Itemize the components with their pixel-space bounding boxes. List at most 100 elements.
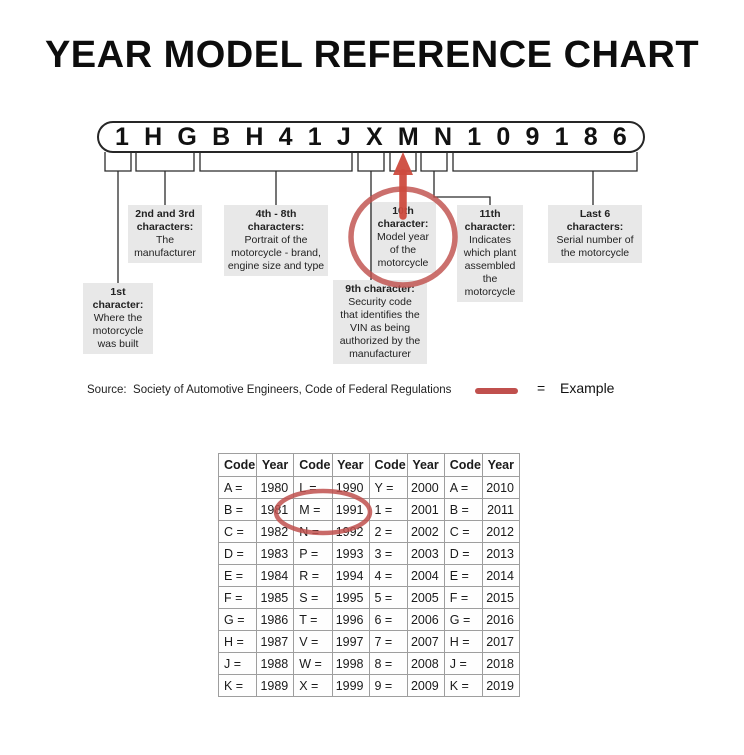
- vin-character: 6: [612, 122, 627, 151]
- callout-10th-character: 10th character: Model year of the motorc…: [370, 202, 436, 273]
- column-header: Year: [256, 453, 295, 477]
- year-cell: 1986: [256, 608, 295, 631]
- table-row: B = 1981 M = 1991 1 = 2001 B = 2011: [217, 498, 520, 521]
- vin-character: N: [433, 122, 453, 151]
- vin-character: H: [144, 122, 163, 151]
- example-legend-line: [475, 388, 518, 394]
- year-cell: 2007: [406, 630, 445, 653]
- year-table-body: A = 1980 L = 1990 Y = 2000 A = 2010 B = 1981 M = 19…: [217, 476, 520, 697]
- column-header: Code: [293, 453, 333, 477]
- callout-last-6-characters: Last 6 characters: Serial number of the …: [548, 205, 642, 263]
- year-cell: 2015: [482, 586, 520, 609]
- code-cell: X =: [293, 674, 333, 697]
- code-cell: S =: [293, 586, 333, 609]
- year-cell: 2009: [406, 674, 445, 697]
- code-cell: N =: [293, 520, 333, 543]
- code-cell: G =: [217, 608, 258, 631]
- callout-1st-character: 1st character: Where the motorcycle was …: [83, 283, 153, 354]
- vin-character: 1: [307, 122, 322, 151]
- code-cell: M =: [293, 498, 333, 521]
- callout-heading: 10th character:: [377, 205, 429, 230]
- code-cell: Y =: [368, 476, 408, 499]
- column-header: Code: [217, 453, 258, 477]
- year-table-header-row: Code Year Code Year Code Year Code Year: [217, 453, 520, 477]
- code-cell: K =: [443, 674, 484, 697]
- vin-character: 9: [525, 122, 540, 151]
- year-cell: 1983: [256, 542, 295, 565]
- year-cell: 1985: [256, 586, 295, 609]
- callout-2nd-3rd-characters: 2nd and 3rd characters: The manufacturer: [128, 205, 202, 263]
- year-cell: 2017: [482, 630, 520, 653]
- year-cell: 1987: [256, 630, 295, 653]
- code-cell: 3 =: [368, 542, 408, 565]
- example-legend-equals: =: [537, 380, 546, 396]
- callout-body: Security code that identifies the VIN as…: [339, 296, 421, 360]
- column-header: Year: [482, 453, 520, 477]
- code-cell: J =: [217, 652, 258, 675]
- vin-character: 4: [278, 122, 293, 151]
- callout-heading: 11th character:: [464, 208, 516, 233]
- callout-heading: 9th character:: [345, 283, 415, 295]
- year-cell: 1984: [256, 564, 295, 587]
- column-header: Year: [331, 453, 370, 477]
- year-cell: 2005: [406, 586, 445, 609]
- year-cell: 1994: [331, 564, 370, 587]
- code-cell: 9 =: [368, 674, 408, 697]
- code-cell: D =: [443, 542, 484, 565]
- year-cell: 1982: [256, 520, 295, 543]
- example-arrow-head: [393, 152, 413, 175]
- code-cell: 2 =: [368, 520, 408, 543]
- source-caption: Source: Society of Automotive Engineers,…: [87, 384, 452, 396]
- code-cell: 6 =: [368, 608, 408, 631]
- table-row: D = 1983 P = 1993 3 = 2003 D = 2013: [217, 542, 520, 565]
- column-header: Year: [406, 453, 445, 477]
- year-cell: 2008: [406, 652, 445, 675]
- vin-character: 0: [496, 122, 511, 151]
- code-cell: F =: [443, 586, 484, 609]
- code-cell: J =: [443, 652, 484, 675]
- year-cell: 2018: [482, 652, 520, 675]
- column-header: Code: [443, 453, 484, 477]
- year-cell: 2016: [482, 608, 520, 631]
- table-row: A = 1980 L = 1990 Y = 2000 A = 2010: [217, 476, 520, 499]
- code-cell: A =: [443, 476, 484, 499]
- vin-character: 1: [554, 122, 569, 151]
- table-row: C = 1982 N = 1992 2 = 2002 C = 2012: [217, 520, 520, 543]
- year-cell: 2012: [482, 520, 520, 543]
- callout-body: Where the motorcycle was built: [92, 312, 144, 350]
- year-cell: 1997: [331, 630, 370, 653]
- code-cell: E =: [217, 564, 258, 587]
- callout-heading: Last 6 characters:: [566, 208, 624, 233]
- table-row: G = 1986 T = 1996 6 = 2006 G = 2016: [217, 608, 520, 631]
- year-cell: 2001: [406, 498, 445, 521]
- code-cell: 5 =: [368, 586, 408, 609]
- year-cell: 1995: [331, 586, 370, 609]
- callout-heading: 2nd and 3rd characters:: [135, 208, 195, 233]
- year-cell: 1980: [256, 476, 295, 499]
- table-row: J = 1988 W = 1998 8 = 2008 J = 2018: [217, 652, 520, 675]
- year-cell: 1988: [256, 652, 295, 675]
- code-cell: B =: [443, 498, 484, 521]
- callout-heading: 4th - 8th characters:: [247, 208, 305, 233]
- code-cell: H =: [217, 630, 258, 653]
- code-cell: P =: [293, 542, 333, 565]
- callout-body: Portrait of the motorcycle - brand, engi…: [227, 234, 325, 272]
- code-cell: A =: [217, 476, 258, 499]
- code-cell: F =: [217, 586, 258, 609]
- code-cell: R =: [293, 564, 333, 587]
- year-cell: 1992: [331, 520, 370, 543]
- vin-character: 8: [583, 122, 598, 151]
- year-cell: 1981: [256, 498, 295, 521]
- code-cell: L =: [293, 476, 333, 499]
- column-header: Code: [368, 453, 408, 477]
- page-title: YEAR MODEL REFERENCE CHART: [44, 34, 700, 76]
- year-cell: 2011: [482, 498, 520, 521]
- table-row: F = 1985 S = 1995 5 = 2005 F = 2015: [217, 586, 520, 609]
- year-cell: 2010: [482, 476, 520, 499]
- callout-4th-8th-characters: 4th - 8th characters: Portrait of the mo…: [224, 205, 328, 276]
- year-cell: 2002: [406, 520, 445, 543]
- year-code-table: Code Year Code Year Code Year Code Year A = 1980…: [217, 453, 520, 697]
- code-cell: 1 =: [368, 498, 408, 521]
- code-cell: E =: [443, 564, 484, 587]
